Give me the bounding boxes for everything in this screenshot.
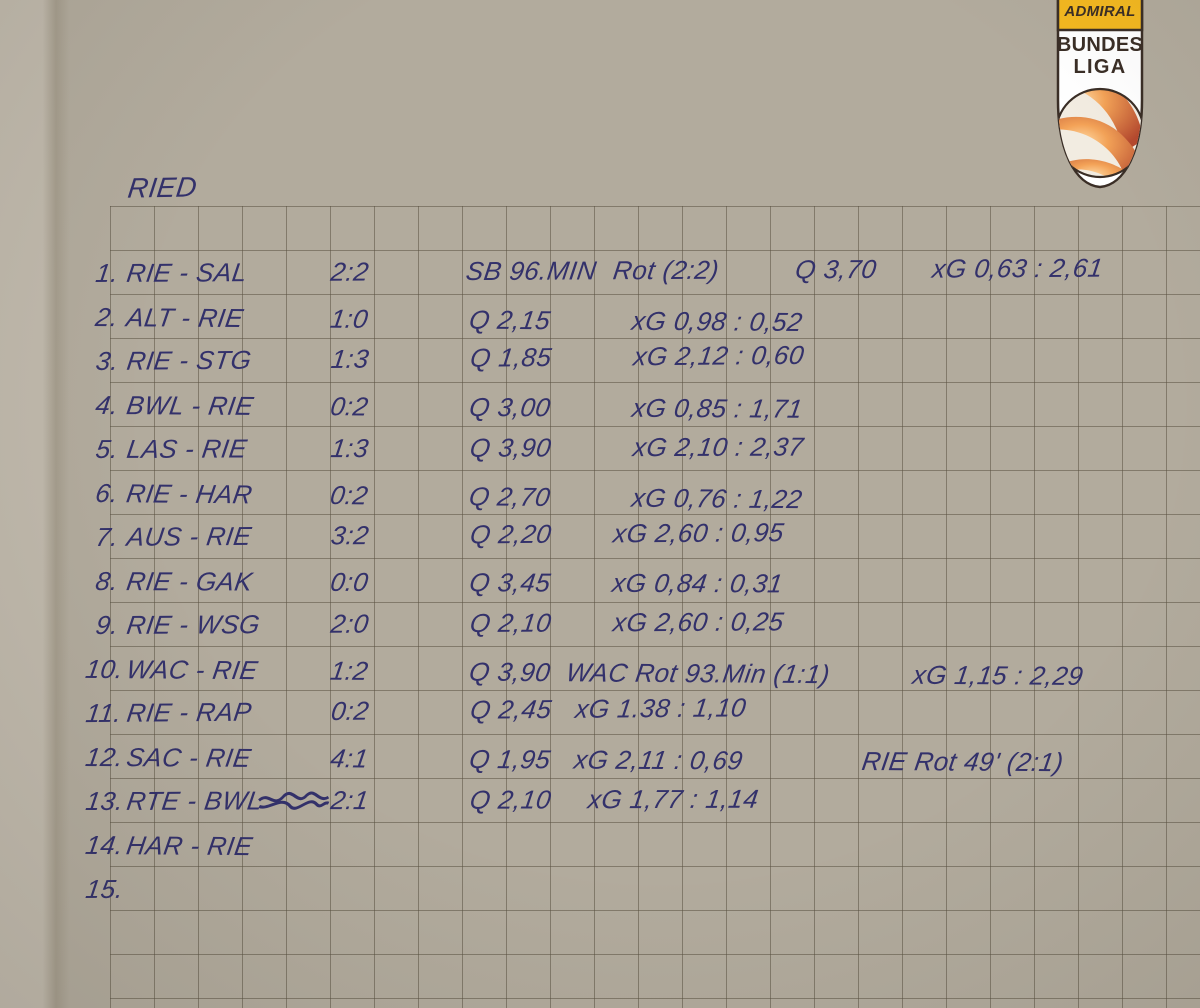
svg-text:LIGA: LIGA [1074, 56, 1127, 78]
svg-text:BUNDES: BUNDES [1057, 34, 1143, 56]
svg-text:ADMIRAL: ADMIRAL [1063, 3, 1135, 20]
